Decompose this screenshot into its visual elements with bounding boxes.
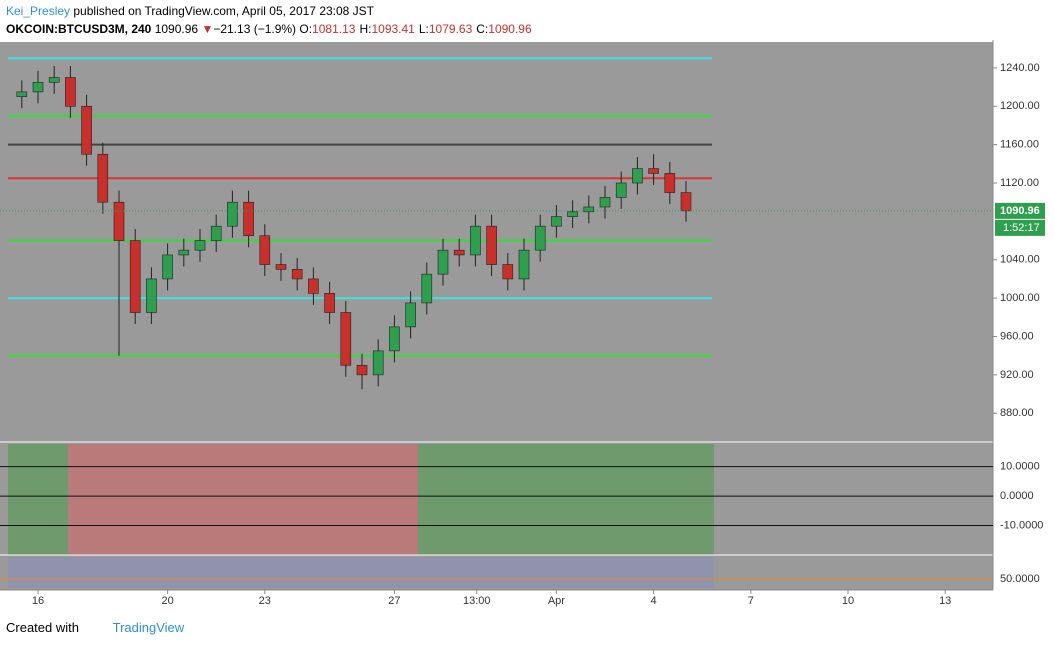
candle-body <box>146 278 157 313</box>
last-price-label: 1090.96 <box>1000 205 1040 217</box>
ohlc-key: C: <box>476 22 489 36</box>
candle-body <box>680 192 692 212</box>
candle-body <box>615 182 627 198</box>
candle-body <box>502 264 514 280</box>
candle-body <box>129 240 141 313</box>
symbol-line: OKCOIN:BTCUSD3M, 240 1090.96 ▼−21.13 (−1… <box>6 22 536 36</box>
candle-body <box>567 211 578 217</box>
last-price-tag <box>995 202 1045 219</box>
ohlc-value: 1079.63 <box>428 22 473 36</box>
last: 1090.96 <box>154 22 199 36</box>
x-tick-label: 23 <box>259 595 271 607</box>
y-tick-label: 1040.00 <box>1000 254 1040 266</box>
x-tick-label: 27 <box>388 595 400 607</box>
ohlc-value: 1081.13 <box>312 22 356 36</box>
y-tick-label: -10.0000 <box>1000 519 1043 531</box>
price-axis <box>993 40 1054 605</box>
candle-body <box>340 312 352 366</box>
candle-body <box>227 201 238 227</box>
candle-body <box>32 81 44 93</box>
candle-body <box>65 77 76 107</box>
candle-body <box>470 225 481 256</box>
x-tick-label: 16 <box>32 595 44 607</box>
ohlc-key: L: <box>418 22 429 36</box>
brand[interactable]: TradingView <box>112 620 185 635</box>
candle-body <box>664 173 676 193</box>
y-tick-label: 1160.00 <box>1000 139 1039 151</box>
candle-body <box>291 269 303 280</box>
chart: 880.00 920.00 960.00 1000.00 1040.00 1120.00 1… <box>0 40 1054 607</box>
candle-body <box>486 225 497 265</box>
ohlc-key: O: <box>299 22 313 36</box>
candle-body <box>259 235 271 265</box>
candle-body <box>551 216 562 227</box>
ohlc-value: 1093.41 <box>371 22 415 36</box>
candle-body <box>421 273 433 304</box>
rsi-band <box>8 557 714 588</box>
x-tick-label: 4 <box>651 595 657 607</box>
zone <box>68 444 418 555</box>
candle-body <box>97 153 109 203</box>
x-tick-label: 13 <box>939 595 951 607</box>
y-tick-label: 1000.00 <box>1000 292 1040 304</box>
y-tick-label: 1200.00 <box>1000 100 1040 112</box>
footer: Created with TradingView <box>6 620 184 635</box>
candle-body <box>648 168 659 174</box>
zone <box>418 444 714 555</box>
ohlc: O:1081.13 H:1093.41 L:1079.63 C:1090.96 <box>299 22 535 36</box>
y-tick-label: 1240.00 <box>1000 62 1040 74</box>
candle-body <box>534 225 546 251</box>
candle-body <box>162 254 173 280</box>
arrow: ▼ <box>201 22 214 36</box>
publish-line: Kei_Presley published on TradingView.com… <box>6 4 374 18</box>
y-tick-label: 880.00 <box>1000 407 1034 419</box>
x-tick-label: 10 <box>842 595 854 607</box>
candle-body <box>308 278 319 294</box>
published: published on TradingView.com, April 05, … <box>73 4 375 18</box>
candle-body <box>48 77 60 83</box>
change: −21.13 (−1.9%) <box>213 22 297 36</box>
candle-body <box>113 201 125 241</box>
y-tick-label: 0.0000 <box>1000 490 1034 502</box>
zone <box>8 444 68 555</box>
candle-body <box>389 326 400 352</box>
candle-body <box>518 249 530 280</box>
candle-body <box>599 197 611 208</box>
candle-body <box>178 249 190 256</box>
candle-body <box>453 249 465 256</box>
x-tick-label: 20 <box>161 595 173 607</box>
x-tick-label: 7 <box>748 595 754 607</box>
candle-body <box>194 240 206 251</box>
created: Created with <box>6 620 79 635</box>
candle-body <box>583 206 595 213</box>
candle-body <box>243 201 254 237</box>
symbol: OKCOIN:BTCUSD3M, 240 <box>6 22 152 36</box>
candle-body <box>632 168 643 184</box>
y-tick-label: 10.0000 <box>1000 461 1040 473</box>
author[interactable]: Kei_Presley <box>6 4 71 18</box>
candle-body <box>81 105 92 155</box>
candle-body <box>210 225 222 241</box>
candle-body <box>405 302 416 328</box>
y-tick-label: 50.0000 <box>1000 573 1040 585</box>
candle-body <box>437 249 449 275</box>
y-tick-label: 960.00 <box>1000 330 1034 342</box>
ohlc-value: 1090.96 <box>488 22 532 36</box>
y-tick-label: 920.00 <box>1000 369 1034 381</box>
candle-body <box>356 364 368 376</box>
ohlc-key: H: <box>359 22 372 36</box>
candle-body <box>16 91 28 97</box>
candle-body <box>275 264 287 270</box>
x-tick-label: 13:00 <box>463 595 491 607</box>
candle-body <box>324 293 335 313</box>
countdown-tag <box>995 219 1045 236</box>
y-tick-label: 1120.00 <box>1000 177 1039 189</box>
candle-body <box>372 350 384 376</box>
x-tick-label: Apr <box>548 595 565 607</box>
countdown: 1:52:17 <box>1003 222 1040 234</box>
